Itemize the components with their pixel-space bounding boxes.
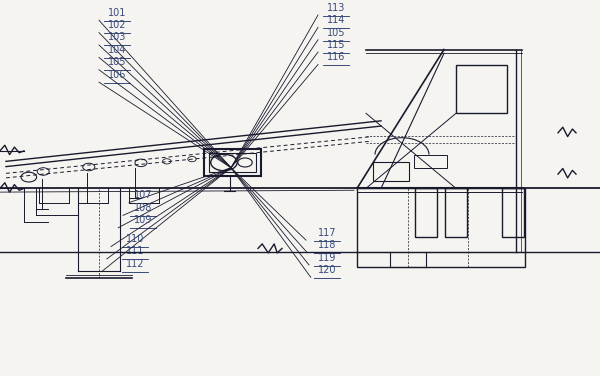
Text: 102: 102 — [108, 20, 126, 30]
Bar — [209, 153, 256, 172]
Text: 116: 116 — [327, 52, 345, 62]
Text: 101: 101 — [108, 8, 126, 18]
Text: 108: 108 — [134, 203, 152, 213]
Text: 115: 115 — [327, 40, 345, 50]
Text: 112: 112 — [126, 259, 144, 269]
Text: 105: 105 — [327, 27, 345, 38]
Bar — [415, 188, 437, 237]
Text: 119: 119 — [318, 253, 336, 263]
Bar — [357, 188, 525, 267]
Text: 120: 120 — [318, 265, 336, 275]
Text: 106: 106 — [108, 70, 126, 80]
Text: 109: 109 — [134, 215, 152, 225]
Bar — [373, 162, 409, 181]
Bar — [414, 155, 447, 168]
Text: 110: 110 — [126, 234, 144, 244]
Text: 105: 105 — [108, 57, 126, 67]
Bar — [445, 188, 467, 237]
Text: 118: 118 — [318, 240, 336, 250]
Bar — [456, 65, 507, 113]
Text: 111: 111 — [126, 246, 144, 256]
Text: 113: 113 — [327, 3, 345, 13]
Text: 107: 107 — [134, 190, 152, 200]
Text: 114: 114 — [327, 15, 345, 25]
Text: 104: 104 — [108, 45, 126, 55]
Bar — [502, 188, 524, 237]
Bar — [204, 149, 261, 176]
Text: 117: 117 — [318, 228, 336, 238]
Text: 103: 103 — [108, 32, 126, 42]
